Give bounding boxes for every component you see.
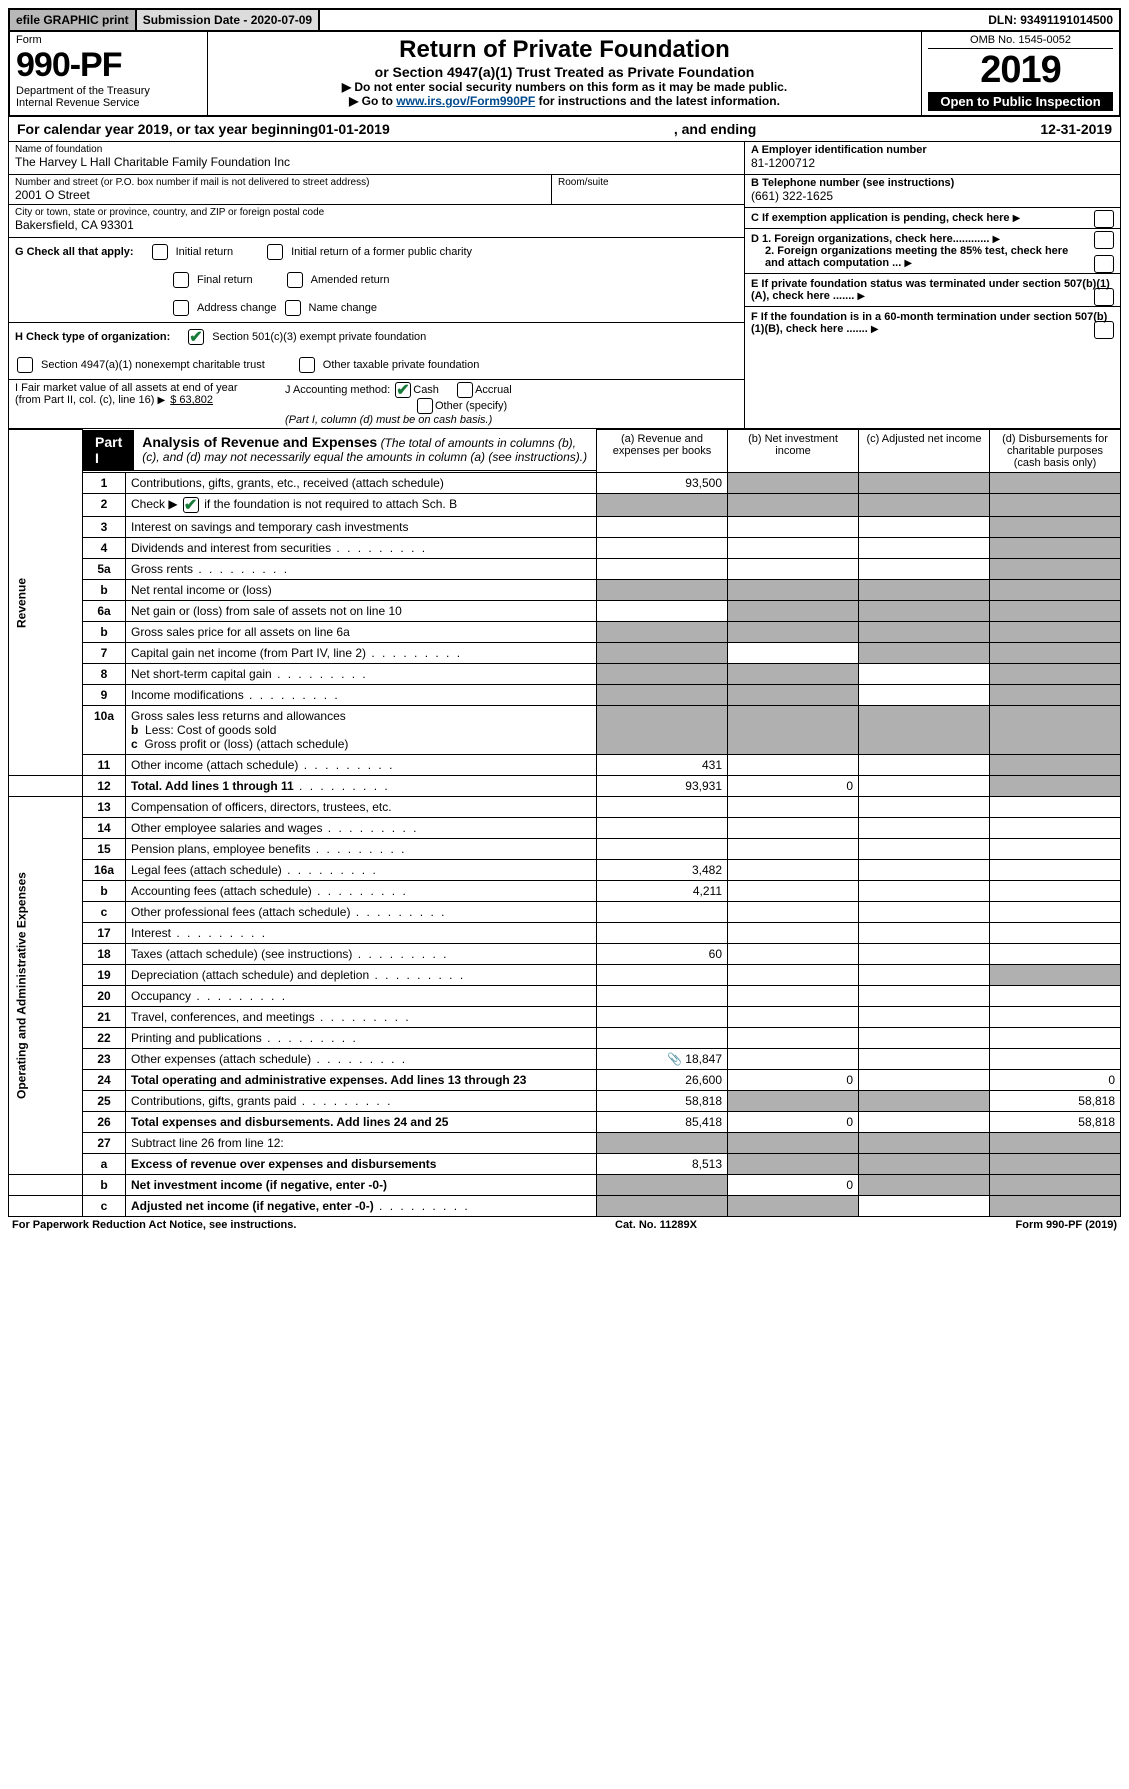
open-public: Open to Public Inspection: [928, 92, 1113, 111]
col-c-header: (c) Adjusted net income: [859, 430, 990, 473]
initial-former-checkbox[interactable]: [267, 244, 283, 260]
form-header: Form 990-PF Department of the Treasury I…: [8, 32, 1121, 117]
efile-label[interactable]: efile GRAPHIC print: [10, 10, 137, 30]
page-footer: For Paperwork Reduction Act Notice, see …: [8, 1217, 1121, 1233]
col-b-header: (b) Net investment income: [728, 430, 859, 473]
g-check-row: G Check all that apply: Initial return I…: [9, 238, 744, 323]
f-row: F If the foundation is in a 60-month ter…: [745, 307, 1120, 339]
part1-label: Part I: [83, 430, 134, 470]
form-label: Form: [16, 34, 201, 46]
paperwork-notice: For Paperwork Reduction Act Notice, see …: [12, 1219, 296, 1231]
header-left: Form 990-PF Department of the Treasury I…: [10, 32, 208, 115]
ein-value: 81-1200712: [751, 156, 815, 170]
amended-return-checkbox[interactable]: [287, 272, 303, 288]
address-row: Number and street (or P.O. box number if…: [9, 175, 744, 205]
cash-checkbox[interactable]: [395, 382, 411, 398]
cat-no: Cat. No. 11289X: [615, 1219, 697, 1231]
dept-treasury: Department of the Treasury: [16, 85, 201, 97]
other-taxable-checkbox[interactable]: [299, 357, 315, 373]
e-row: E If private foundation status was termi…: [745, 274, 1120, 307]
e-checkbox[interactable]: [1094, 288, 1114, 306]
instruction-2: ▶ Go to www.irs.gov/Form990PF for instru…: [218, 94, 911, 108]
accrual-checkbox[interactable]: [457, 382, 473, 398]
year-begin: 01-01-2019: [318, 121, 390, 137]
submission-date: Submission Date - 2020-07-09: [137, 10, 320, 30]
address-change-checkbox[interactable]: [173, 300, 189, 316]
ein-cell: A Employer identification number 81-1200…: [745, 142, 1120, 175]
tel-cell: B Telephone number (see instructions) (6…: [745, 175, 1120, 208]
other-method-checkbox[interactable]: [417, 398, 433, 414]
col-a-header: (a) Revenue and expenses per books: [597, 430, 728, 473]
f-checkbox[interactable]: [1094, 321, 1114, 339]
form-number: 990-PF: [16, 46, 201, 85]
c-row: C If exemption application is pending, c…: [745, 208, 1120, 229]
form-title: Return of Private Foundation: [218, 36, 911, 64]
form-subtitle: or Section 4947(a)(1) Trust Treated as P…: [218, 64, 911, 80]
sch-b-checkbox[interactable]: [183, 497, 199, 513]
irs-label: Internal Revenue Service: [16, 97, 201, 109]
fmv-value: $ 63,802: [170, 394, 213, 406]
initial-return-checkbox[interactable]: [152, 244, 168, 260]
name-change-checkbox[interactable]: [285, 300, 301, 316]
expenses-section-label: Operating and Administrative Expenses: [9, 797, 83, 1175]
d2-checkbox[interactable]: [1094, 255, 1114, 273]
year-end: 12-31-2019: [1040, 121, 1112, 137]
501c3-checkbox[interactable]: [188, 329, 204, 345]
4947-checkbox[interactable]: [17, 357, 33, 373]
i-j-row: I Fair market value of all assets at end…: [9, 380, 744, 428]
dln: DLN: 93491191014500: [982, 10, 1119, 30]
form-footer: Form 990-PF (2019): [1016, 1219, 1117, 1231]
header-center: Return of Private Foundation or Section …: [208, 32, 921, 115]
irs-link[interactable]: www.irs.gov/Form990PF: [396, 94, 535, 108]
final-return-checkbox[interactable]: [173, 272, 189, 288]
part1-table: Revenue Part I Analysis of Revenue and E…: [8, 429, 1121, 1217]
d1-checkbox[interactable]: [1094, 231, 1114, 249]
c-checkbox[interactable]: [1094, 210, 1114, 228]
instruction-1: ▶ Do not enter social security numbers o…: [218, 80, 911, 94]
col-d-header: (d) Disbursements for charitable purpose…: [990, 430, 1121, 473]
revenue-section-label: Revenue: [9, 430, 83, 776]
entity-info: Name of foundation The Harvey L Hall Cha…: [8, 142, 1121, 429]
calendar-year-row: For calendar year 2019, or tax year begi…: [8, 117, 1121, 142]
street-address: 2001 O Street: [15, 188, 545, 202]
d-row: D 1. Foreign organizations, check here..…: [745, 229, 1120, 274]
top-bar: efile GRAPHIC print Submission Date - 20…: [8, 8, 1121, 32]
city-cell: City or town, state or province, country…: [9, 205, 744, 238]
tel-value: (661) 322-1625: [751, 189, 833, 203]
h-check-row: H Check type of organization: Section 50…: [9, 323, 744, 380]
omb-number: OMB No. 1545-0052: [928, 34, 1113, 49]
header-right: OMB No. 1545-0052 2019 Open to Public In…: [921, 32, 1119, 115]
city-state-zip: Bakersfield, CA 93301: [15, 218, 738, 232]
foundation-name: The Harvey L Hall Charitable Family Foun…: [15, 155, 738, 169]
foundation-name-cell: Name of foundation The Harvey L Hall Cha…: [9, 142, 744, 175]
tax-year: 2019: [928, 49, 1113, 92]
